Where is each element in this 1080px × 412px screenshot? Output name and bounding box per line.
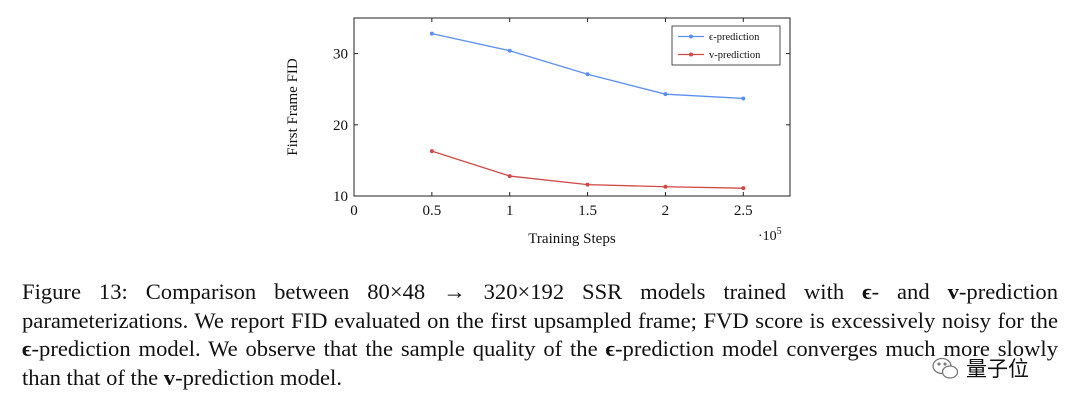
y-tick-label: 20: [333, 118, 348, 134]
legend-box: [671, 25, 781, 66]
plot-frame: [353, 17, 791, 197]
y-tick-label: 30: [333, 47, 348, 63]
x-tick-label: 1: [506, 203, 514, 219]
data-point: [429, 149, 434, 154]
x-axis-ticks: 0 0.5 1 1.5 2 2.5: [350, 18, 753, 219]
caption-epsilon: ϵ: [22, 336, 32, 361]
legend-marker-v: [689, 52, 693, 57]
figure-caption: Figure 13: Comparison between 80×48 → 32…: [22, 278, 1058, 392]
data-point: [507, 174, 512, 179]
watermark-text: 量子位: [966, 357, 1029, 381]
caption-text: -prediction parameterizations. We report…: [22, 279, 1058, 333]
caption-text: -prediction model. We observe that the s…: [31, 336, 606, 361]
y-axis-ticks: 10 20 30: [333, 47, 790, 205]
data-point: [663, 92, 668, 97]
x-tick-label: 0.5: [422, 203, 441, 219]
data-point: [663, 184, 668, 189]
caption-text: -prediction model.: [175, 364, 342, 390]
legend: ϵ-prediction v-prediction: [671, 25, 781, 66]
data-point: [741, 96, 746, 101]
caption-text: -prediction model converges much more sl…: [22, 336, 1058, 390]
wechat-icon: [932, 357, 959, 379]
data-point: [585, 72, 590, 77]
caption-epsilon: ϵ: [605, 336, 615, 361]
caption-label: Figure 13:: [22, 279, 128, 304]
x-tick-label: 2.5: [734, 203, 753, 219]
legend-label-eps: ϵ-prediction: [709, 32, 760, 43]
caption-v: v: [947, 279, 959, 304]
data-point: [507, 48, 512, 53]
caption-v: v: [163, 364, 176, 390]
legend-label-v: v-prediction: [709, 50, 761, 61]
x-tick-label: 2: [662, 203, 670, 219]
x-axis-label: Training Steps: [528, 231, 616, 247]
wechat-watermark: 量子位: [932, 357, 1029, 381]
caption-text: Comparison between 80×48 → 320×192 SSR m…: [127, 279, 863, 304]
y-tick-label: 10: [333, 189, 348, 205]
data-point: [585, 182, 590, 187]
x-axis-multiplier: ·105: [758, 226, 782, 244]
x-tick-label: 1.5: [578, 203, 597, 219]
data-point: [429, 31, 434, 36]
caption-text: - and: [871, 279, 948, 304]
series-layer: [429, 31, 746, 191]
legend-marker-eps: [689, 34, 693, 39]
data-point: [741, 186, 746, 191]
y-axis-label: First Frame FID: [285, 58, 301, 156]
x-tick-label: 0: [350, 203, 358, 219]
caption-epsilon: ϵ: [862, 279, 872, 304]
